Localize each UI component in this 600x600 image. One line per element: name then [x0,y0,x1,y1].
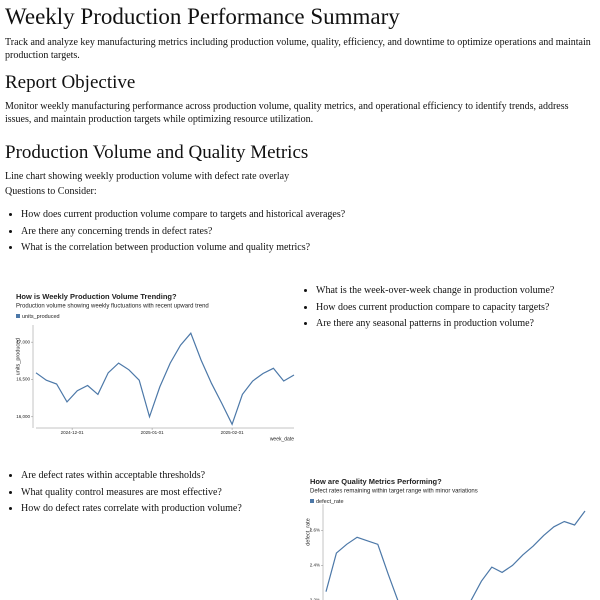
y-axis-label: units_produced [15,338,21,376]
data-line [325,510,586,600]
question: How does current production compare to c… [316,302,554,319]
chart-title: How is Weekly Production Volume Trending… [16,292,177,301]
question: What quality control measures are most e… [21,487,242,504]
page-title: Weekly Production Performance Summary [5,4,400,29]
objective-text: Monitor weekly manufacturing performance… [5,101,569,125]
intro: Track and analyze key manufacturing metr… [5,37,591,61]
legend-swatch [310,499,314,503]
y-axis-label: defect_rate [305,518,311,546]
question-list: How does current production volume compa… [5,209,345,259]
y-tick-label: 2.6% [310,527,320,532]
legend-swatch [16,314,20,318]
y-tick-label: 16,500 [16,377,30,382]
section-description: Line chart showing weekly production vol… [5,171,290,182]
y-tick-label: 2.4% [310,563,320,568]
chart-title: How are Quality Metrics Performing? [310,477,442,486]
data-line [35,332,295,426]
legend-label: defect_rate [316,499,344,505]
chart-subtitle: Production volume showing weekly fluctua… [16,304,209,310]
section-heading: Report Objective [5,72,136,93]
question: Are there any seasonal patterns in produ… [316,318,554,335]
y-tick-label: 17,000 [16,339,30,344]
legend-label: units_produced [22,314,60,320]
question-list: Are defect rates within acceptable thres… [5,470,242,520]
question: What is the correlation between producti… [21,242,345,259]
x-axis-label: week_date [270,436,294,442]
y-tick-label: 2.2% [310,598,320,600]
x-tick-label: 2024-12-01 [61,430,85,435]
x-tick-label: 2025-01-01 [141,430,165,435]
chart-subtitle: Defect rates remaining within target ran… [310,489,478,495]
question: What is the week-over-week change in pro… [316,285,554,302]
questions-label: Questions to Consider: [5,186,97,197]
question: Are defect rates within acceptable thres… [21,470,242,487]
question: Are there any concerning trends in defec… [21,226,345,243]
question: How do defect rates correlate with produ… [21,503,242,520]
y-tick-label: 16,000 [16,414,30,419]
question: How does current production volume compa… [21,209,345,226]
x-tick-label: 2025-02-01 [221,430,245,435]
question-list: What is the week-over-week change in pro… [300,285,554,335]
section-heading: Production Volume and Quality Metrics [5,142,309,163]
